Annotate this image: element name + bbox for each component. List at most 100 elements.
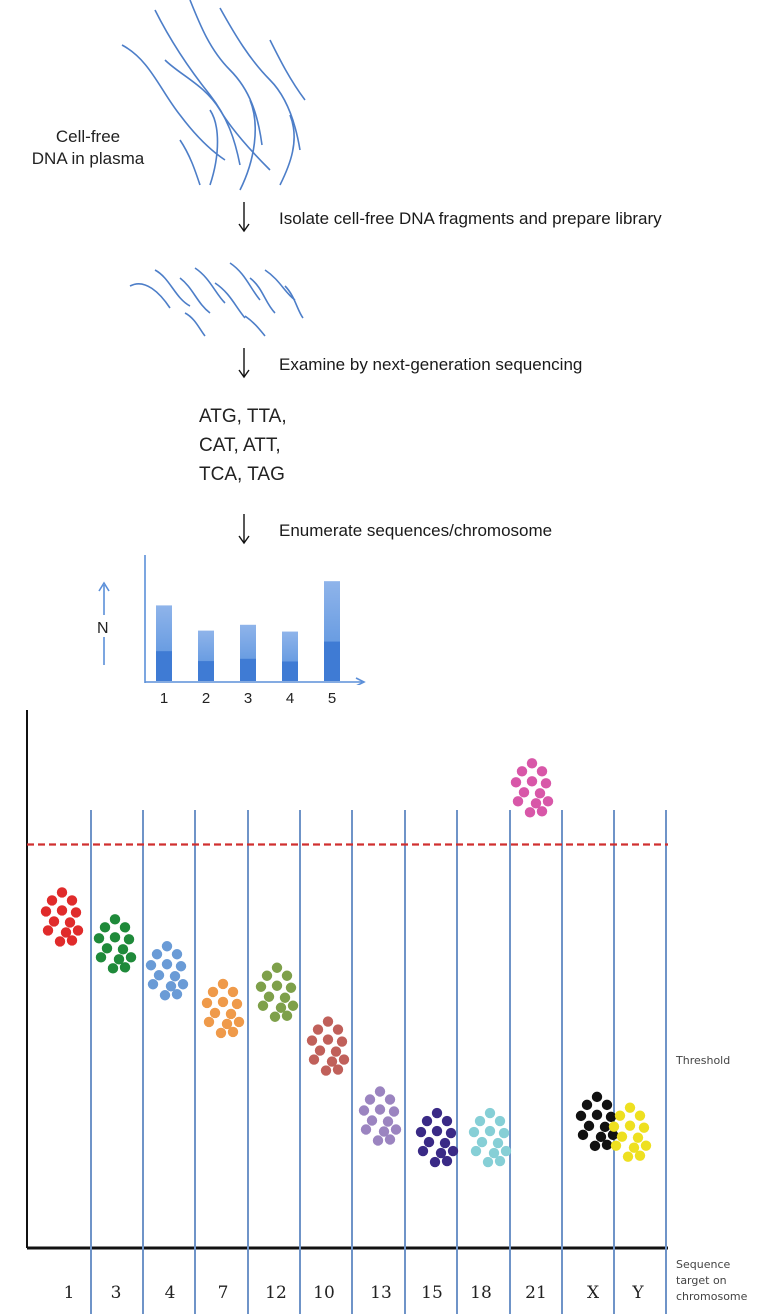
- data-point: [536, 766, 548, 777]
- data-point: [93, 933, 105, 944]
- source-label: Cell-free DNA in plasma: [8, 126, 168, 170]
- data-point: [634, 1110, 646, 1121]
- data-point: [431, 1125, 443, 1137]
- data-point: [60, 927, 72, 938]
- data-point: [231, 998, 243, 1010]
- chromosome-label: X: [586, 1283, 600, 1303]
- data-point: [64, 917, 76, 928]
- data-point: [225, 1008, 237, 1020]
- data-point: [512, 796, 524, 807]
- data-point: [595, 1131, 607, 1143]
- data-point: [161, 959, 173, 970]
- data-point: [510, 777, 522, 788]
- data-point: [374, 1086, 386, 1097]
- mini-bar: [282, 631, 298, 681]
- data-point: [607, 1129, 619, 1141]
- chromosome-label: 10: [313, 1283, 335, 1303]
- data-point: [591, 1091, 603, 1103]
- data-point: [338, 1054, 350, 1065]
- data-point: [378, 1126, 390, 1137]
- data-point: [616, 1131, 628, 1142]
- chromosome-X-cluster: [575, 1091, 619, 1152]
- x-axis-label-line: chromosome: [676, 1290, 748, 1303]
- step-sequence-label: Examine by next-generation sequencing: [279, 355, 583, 374]
- data-point: [332, 1064, 344, 1075]
- cell-free-dna-strands: [121, 0, 306, 191]
- data-point: [169, 971, 181, 982]
- data-point: [221, 1018, 233, 1030]
- data-point: [610, 1140, 622, 1151]
- data-point: [56, 905, 68, 916]
- data-point: [388, 1106, 400, 1117]
- data-point: [215, 1027, 227, 1039]
- data-point: [322, 1034, 334, 1045]
- chromosome-Y-cluster: [608, 1102, 652, 1162]
- data-point: [125, 952, 137, 963]
- data-point: [536, 806, 548, 817]
- chromosome-label: 18: [470, 1283, 492, 1303]
- data-point: [54, 936, 66, 947]
- mini-bar-chart: [98, 555, 366, 685]
- data-point: [589, 1140, 601, 1152]
- data-point: [99, 922, 111, 933]
- data-point: [421, 1115, 433, 1127]
- data-point: [638, 1122, 650, 1133]
- data-point: [269, 1011, 281, 1022]
- data-point: [384, 1094, 396, 1105]
- mini-y-label: N: [97, 620, 109, 637]
- data-point: [101, 943, 113, 954]
- data-point: [159, 990, 171, 1001]
- data-point: [153, 970, 165, 981]
- data-point: [575, 1110, 587, 1122]
- data-point: [332, 1024, 344, 1035]
- data-point: [72, 925, 84, 936]
- chromosome-10-cluster: [306, 1016, 350, 1076]
- data-point: [308, 1054, 320, 1065]
- data-point: [524, 807, 536, 818]
- data-point: [468, 1126, 480, 1138]
- x-axis-label: Sequence target on chromosome: [676, 1257, 747, 1305]
- data-point: [227, 986, 239, 998]
- data-point: [441, 1155, 453, 1167]
- data-point: [107, 963, 119, 974]
- data-point: [209, 1007, 221, 1019]
- chromosome-4-cluster: [145, 941, 189, 1001]
- data-point: [285, 982, 297, 993]
- data-point: [498, 1127, 510, 1139]
- data-point: [281, 970, 293, 981]
- data-point: [431, 1107, 443, 1119]
- data-point: [113, 954, 125, 965]
- mini-bar: [156, 605, 172, 681]
- chromosome-label: 1: [63, 1283, 75, 1303]
- data-point: [500, 1145, 512, 1157]
- data-point: [605, 1111, 617, 1123]
- codon-line: ATG, TTA,: [199, 406, 287, 427]
- mini-bar: [324, 581, 340, 681]
- x-axis-label-line: Sequence: [676, 1258, 731, 1271]
- chromosome-label: 7: [217, 1283, 229, 1303]
- data-point: [435, 1147, 447, 1159]
- chromosome-label: 12: [265, 1283, 287, 1303]
- mini-bar: [198, 630, 214, 681]
- data-point: [287, 1000, 299, 1011]
- down-arrow-icon: [238, 514, 250, 545]
- chromosome-18-cluster: [468, 1107, 512, 1168]
- down-arrow-icon: [238, 348, 250, 379]
- data-point: [542, 796, 554, 807]
- data-point: [530, 798, 542, 809]
- data-point: [494, 1115, 506, 1127]
- data-point: [445, 1127, 457, 1139]
- data-point: [390, 1124, 402, 1135]
- data-point: [336, 1036, 348, 1047]
- chromosome-12-cluster: [255, 962, 299, 1022]
- data-point: [608, 1121, 620, 1132]
- data-point: [624, 1102, 636, 1113]
- data-point: [171, 949, 183, 960]
- data-point: [119, 962, 131, 973]
- mini-bar-label: 4: [285, 690, 295, 707]
- chromosome-21-cluster: [510, 758, 554, 818]
- chromosome-label: 4: [164, 1283, 176, 1303]
- data-point: [484, 1107, 496, 1119]
- data-point: [423, 1136, 435, 1148]
